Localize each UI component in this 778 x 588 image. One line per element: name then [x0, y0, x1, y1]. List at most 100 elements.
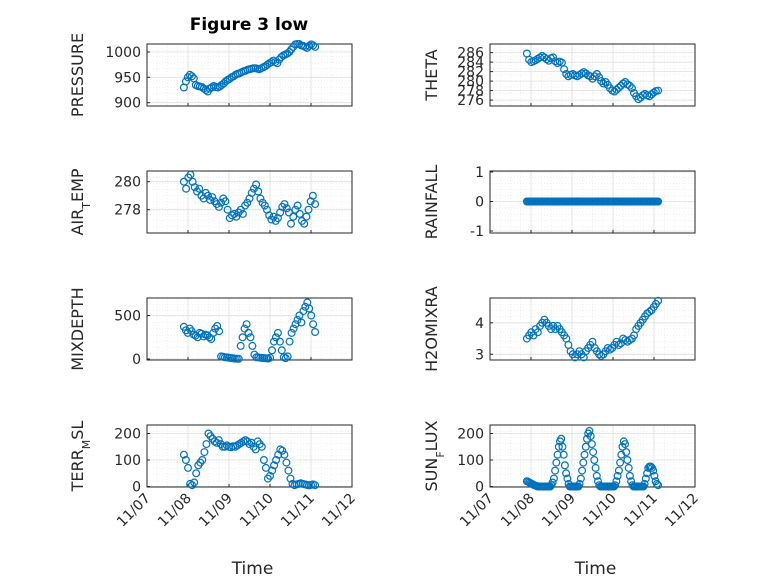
data-point	[204, 191, 213, 200]
data-point	[181, 456, 190, 465]
subplot-sun-flux: 0 100 200 SUNFLUX	[422, 420, 696, 496]
data-point	[190, 183, 199, 192]
y-tick-label: 280	[457, 74, 484, 90]
data-point	[614, 340, 623, 349]
data-point	[186, 170, 195, 179]
data-point	[558, 442, 567, 451]
data-point	[256, 194, 265, 203]
data-point	[627, 84, 636, 93]
axes-box	[489, 43, 696, 107]
x-tick-label: 11/08	[155, 491, 195, 531]
data-point	[192, 469, 201, 478]
y-tick-label: 0	[132, 480, 141, 496]
data-point	[304, 205, 313, 214]
subplot-rainfall: -1 0 1 RAINFALL	[422, 165, 696, 240]
data-point	[234, 354, 243, 363]
data-point	[307, 311, 316, 320]
y-axis-label: TERRMSL	[68, 421, 93, 493]
x-tick-label: 11/07	[114, 491, 154, 531]
data-point	[257, 442, 266, 451]
data-point	[311, 42, 320, 51]
y-axis-label: MIXDEPTH	[68, 287, 87, 370]
data-point	[238, 209, 247, 218]
data-point	[179, 450, 188, 459]
y-tick-label: 100	[114, 453, 141, 469]
data-point	[620, 440, 629, 449]
data-point	[289, 324, 298, 333]
data-point	[622, 448, 631, 457]
y-tick-label: 282	[457, 65, 484, 81]
axes-box	[489, 297, 696, 361]
data-point	[309, 41, 318, 50]
data-point	[551, 466, 560, 475]
y-tick-label: 950	[114, 70, 141, 86]
data-point	[634, 95, 643, 104]
data-point	[287, 328, 296, 337]
y-axis-label: H2OMIXRA	[422, 286, 441, 372]
subplot-mixdepth: 0 500 MIXDEPTH	[68, 287, 353, 371]
data-point	[223, 205, 232, 214]
y-tick-label: 900	[114, 96, 141, 112]
data-point	[187, 72, 196, 81]
data-point	[301, 302, 310, 311]
data-point	[614, 83, 623, 92]
data-point	[295, 311, 304, 320]
data-point	[649, 466, 658, 475]
x-tick-label: 11/12	[662, 491, 702, 531]
y-label-part: TERR	[68, 449, 87, 492]
y-tick-label: 280	[114, 175, 141, 191]
y-tick-label: 278	[457, 84, 484, 100]
data-point	[280, 450, 289, 459]
data-point	[285, 47, 294, 56]
data-point	[285, 337, 294, 346]
y-tick-label: 286	[457, 46, 484, 62]
data-point	[284, 466, 293, 475]
y-tick-label: 200	[457, 427, 484, 443]
data-point	[614, 466, 623, 475]
y-label-subscript: F	[434, 451, 447, 457]
data-point	[240, 324, 249, 333]
data-point	[213, 321, 222, 330]
y-tick-label: 0	[475, 480, 484, 496]
data-point	[246, 333, 255, 342]
axes-box	[489, 424, 696, 488]
data-point	[243, 198, 252, 207]
data-point	[625, 336, 634, 345]
data-point	[275, 337, 284, 346]
data-point	[591, 463, 600, 472]
data-point	[654, 481, 663, 490]
data-point	[586, 432, 595, 441]
data-point	[650, 471, 659, 480]
data-point	[578, 466, 587, 475]
data-point	[207, 83, 216, 92]
data-point	[282, 458, 291, 467]
data-point	[208, 193, 217, 202]
data-point	[254, 187, 263, 196]
data-point	[215, 327, 224, 336]
data-point	[612, 85, 621, 94]
data-point	[554, 442, 563, 451]
y-tick-label: 200	[114, 427, 141, 443]
data-point	[181, 77, 190, 86]
data-point	[575, 479, 584, 488]
data-point	[305, 304, 314, 313]
data-point	[311, 328, 320, 337]
data-point	[205, 333, 214, 342]
x-tick-label: 11/11	[621, 491, 661, 531]
data-point	[263, 60, 272, 69]
data-point	[283, 352, 292, 361]
data-point	[287, 219, 296, 228]
x-tick-label: 11/09	[196, 491, 236, 531]
data-point	[284, 208, 293, 217]
y-tick-label: 4	[475, 316, 484, 332]
data-point	[640, 479, 649, 488]
data-point	[546, 482, 555, 491]
data-point	[585, 426, 594, 435]
data-point	[557, 434, 566, 443]
y-label-part: AIR	[68, 209, 87, 236]
data-point	[587, 440, 596, 449]
data-point	[309, 320, 318, 329]
data-point	[214, 202, 223, 211]
